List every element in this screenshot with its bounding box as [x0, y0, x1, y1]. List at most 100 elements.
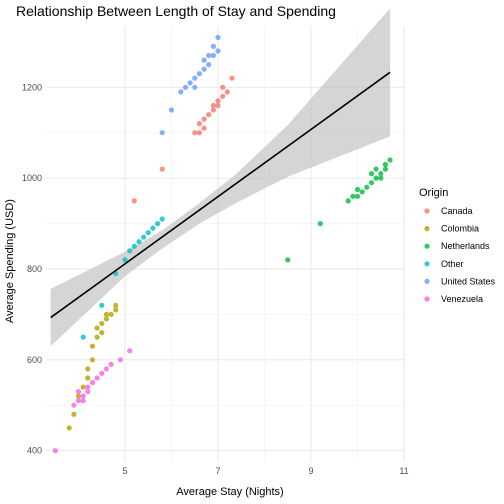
data-point — [89, 343, 96, 349]
data-point — [206, 112, 212, 118]
data-point — [354, 186, 361, 193]
legend-marker — [424, 278, 430, 284]
data-point — [201, 57, 207, 63]
data-point — [215, 98, 221, 104]
confidence-band — [50, 8, 391, 347]
data-point — [220, 84, 226, 90]
data-point — [85, 366, 91, 372]
series-other — [80, 216, 165, 340]
series-venezuela — [52, 348, 133, 454]
data-point — [378, 175, 384, 181]
data-point — [71, 402, 77, 408]
data-point — [206, 62, 212, 68]
data-point — [373, 175, 379, 181]
data-point — [85, 384, 91, 390]
legend-label: Other — [441, 259, 464, 269]
data-point — [131, 198, 137, 204]
data-point — [150, 225, 156, 231]
y-tick-label: 1200 — [22, 82, 42, 92]
y-tick-label: 800 — [27, 264, 42, 274]
data-point — [196, 71, 202, 77]
data-point — [368, 171, 375, 177]
data-point — [215, 48, 221, 54]
data-point — [103, 316, 109, 322]
data-point — [206, 52, 212, 59]
data-point — [345, 198, 351, 204]
y-tick-label: 600 — [27, 355, 42, 365]
data-point — [382, 161, 388, 168]
data-point — [215, 102, 221, 109]
data-point — [75, 389, 82, 395]
data-point — [373, 166, 379, 172]
data-point — [215, 34, 221, 41]
x-axis-label: Average Stay (Nights) — [176, 486, 283, 498]
data-point — [354, 193, 361, 199]
legend-label: Colombia — [441, 224, 479, 234]
data-point — [145, 230, 151, 236]
data-point — [155, 221, 161, 227]
data-point — [159, 216, 165, 222]
data-point — [89, 379, 96, 386]
data-point — [192, 130, 198, 136]
data-point — [103, 311, 109, 317]
data-point — [196, 121, 202, 127]
data-point — [192, 84, 198, 90]
series-netherlands — [285, 157, 393, 263]
data-point — [99, 320, 105, 327]
data-point — [108, 311, 114, 317]
data-point — [94, 375, 100, 381]
data-point — [113, 302, 119, 308]
data-point — [350, 193, 356, 199]
chart-title: Relationship Between Length of Stay and … — [16, 3, 336, 19]
legend-title: Origin — [419, 187, 448, 199]
data-point — [382, 166, 388, 172]
data-point — [192, 75, 198, 81]
data-point — [131, 243, 137, 249]
data-point — [359, 189, 365, 195]
data-point — [80, 398, 86, 404]
data-point — [201, 116, 207, 122]
regression-line — [50, 71, 391, 319]
legend: Origin Canada Colombia Netherlands Other Uni… — [419, 187, 496, 307]
data-point — [229, 75, 235, 81]
data-point — [159, 166, 165, 172]
data-point — [168, 107, 175, 113]
data-point — [317, 221, 323, 227]
data-point — [159, 130, 165, 136]
legend-label: United States — [441, 276, 496, 286]
x-tick-label: 7 — [216, 466, 221, 476]
plot-area: 5 7 9 11 400 600 800 1000 1200 — [22, 8, 409, 476]
data-point — [127, 248, 133, 254]
data-point — [141, 234, 147, 240]
data-point — [80, 393, 86, 399]
y-axis-label: Average Spending (USD) — [4, 199, 16, 323]
data-point — [52, 448, 58, 454]
data-point — [136, 239, 142, 245]
data-point — [89, 357, 96, 363]
data-point — [368, 180, 375, 186]
data-point — [80, 334, 86, 340]
data-point — [85, 389, 91, 395]
data-point — [99, 302, 105, 308]
data-point — [94, 334, 100, 340]
data-point — [117, 357, 123, 363]
data-point — [224, 89, 230, 95]
legend-label: Venezuela — [441, 294, 483, 304]
data-point — [201, 125, 207, 131]
data-point — [75, 393, 82, 399]
legend-marker — [424, 243, 430, 249]
data-point — [85, 375, 91, 381]
data-point — [210, 43, 216, 50]
series-united-states — [159, 34, 221, 136]
data-point — [122, 257, 128, 263]
data-point — [387, 157, 393, 163]
legend-label: Netherlands — [441, 241, 490, 251]
data-point — [94, 325, 100, 331]
data-point — [99, 330, 105, 336]
data-point — [187, 80, 193, 86]
data-point — [196, 130, 202, 136]
legend-marker — [424, 208, 430, 214]
data-point — [113, 307, 119, 313]
